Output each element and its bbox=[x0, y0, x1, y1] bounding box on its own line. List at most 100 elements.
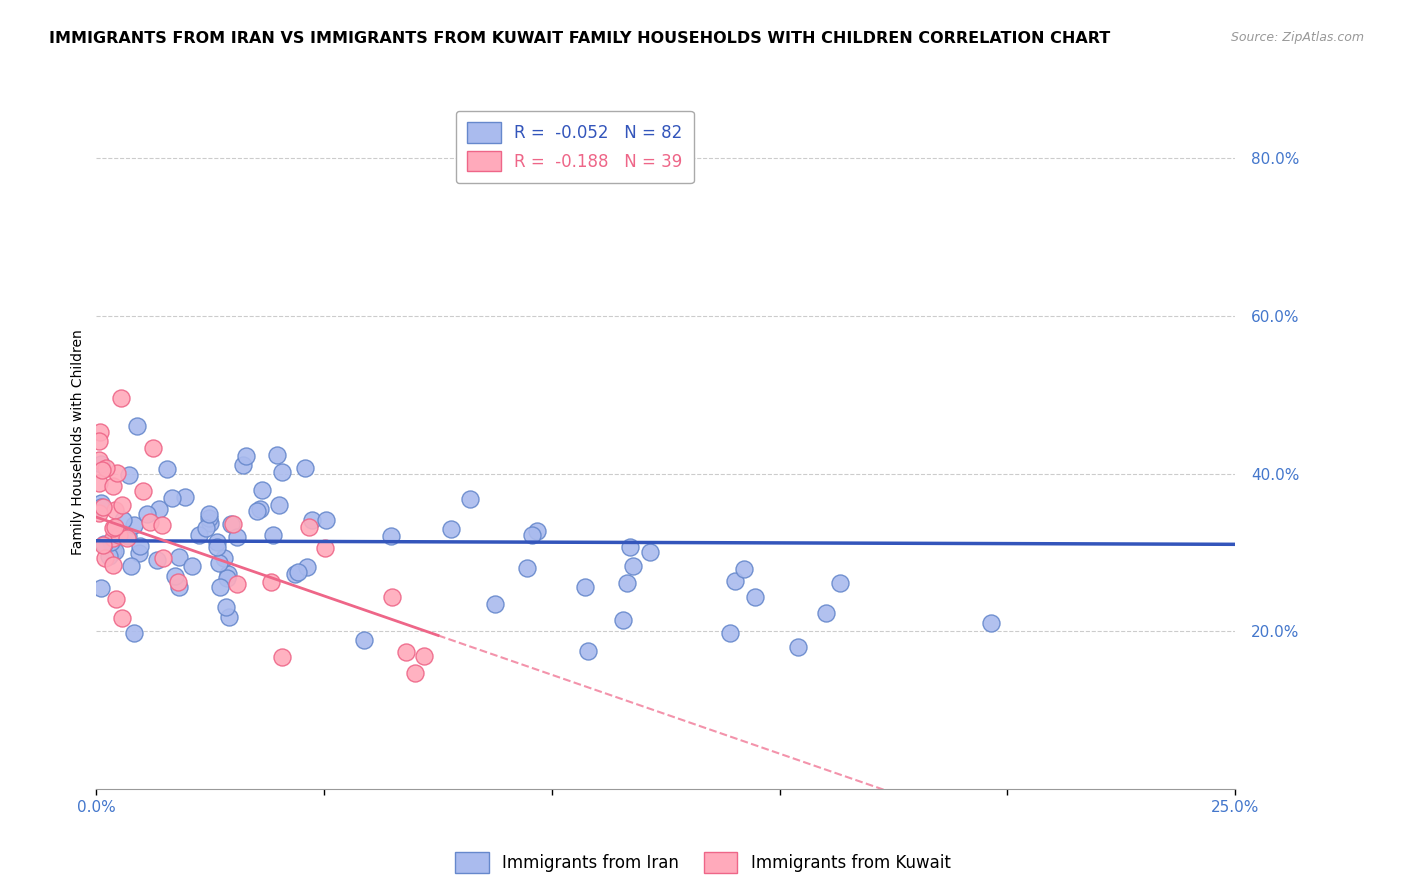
Point bbox=[815, 607, 838, 621]
Point bbox=[621, 558, 644, 573]
Point bbox=[87, 434, 110, 449]
Legend: R =  -0.052   N = 82, R =  -0.188   N = 39: R = -0.052 N = 82, R = -0.188 N = 39 bbox=[456, 111, 693, 183]
Point bbox=[163, 568, 186, 582]
Legend: Immigrants from Iran, Immigrants from Kuwait: Immigrants from Iran, Immigrants from Ku… bbox=[449, 846, 957, 880]
Point bbox=[218, 610, 240, 624]
Point bbox=[117, 531, 139, 545]
Point bbox=[222, 516, 245, 531]
Point bbox=[111, 498, 134, 512]
Point bbox=[314, 541, 336, 555]
Point bbox=[235, 449, 257, 463]
Point bbox=[135, 507, 157, 521]
Point bbox=[174, 490, 197, 504]
Point bbox=[205, 535, 228, 549]
Point bbox=[198, 516, 221, 530]
Point bbox=[120, 558, 142, 573]
Point bbox=[744, 590, 766, 604]
Point bbox=[786, 640, 808, 655]
Point bbox=[90, 463, 112, 477]
Point bbox=[101, 531, 124, 545]
Text: Source: ZipAtlas.com: Source: ZipAtlas.com bbox=[1230, 31, 1364, 45]
Point bbox=[267, 498, 290, 512]
Point bbox=[146, 552, 169, 566]
Point bbox=[118, 467, 141, 482]
Point bbox=[90, 581, 112, 595]
Point bbox=[724, 574, 747, 589]
Point bbox=[226, 530, 249, 544]
Point bbox=[980, 616, 1002, 631]
Point bbox=[181, 559, 204, 574]
Point bbox=[221, 517, 243, 532]
Point bbox=[315, 513, 337, 527]
Point bbox=[522, 528, 544, 542]
Point bbox=[458, 492, 481, 507]
Point bbox=[574, 580, 596, 594]
Point bbox=[616, 576, 638, 591]
Point bbox=[167, 575, 190, 590]
Point bbox=[87, 506, 110, 520]
Point bbox=[105, 466, 128, 480]
Point bbox=[232, 458, 254, 473]
Point bbox=[94, 551, 117, 566]
Point bbox=[225, 576, 247, 591]
Point bbox=[484, 597, 506, 611]
Point bbox=[104, 544, 127, 558]
Point bbox=[101, 558, 124, 573]
Point bbox=[526, 524, 548, 539]
Point bbox=[576, 644, 599, 658]
Point bbox=[214, 551, 236, 566]
Point bbox=[198, 507, 221, 521]
Point bbox=[156, 461, 179, 475]
Point bbox=[271, 465, 294, 479]
Point bbox=[217, 566, 239, 581]
Point bbox=[108, 528, 131, 542]
Text: IMMIGRANTS FROM IRAN VS IMMIGRANTS FROM KUWAIT FAMILY HOUSEHOLDS WITH CHILDREN C: IMMIGRANTS FROM IRAN VS IMMIGRANTS FROM … bbox=[49, 31, 1111, 46]
Point bbox=[638, 544, 661, 558]
Point bbox=[167, 580, 190, 594]
Y-axis label: Family Households with Children: Family Households with Children bbox=[72, 329, 86, 555]
Point bbox=[249, 502, 271, 516]
Point bbox=[260, 575, 283, 590]
Point bbox=[104, 591, 127, 606]
Point bbox=[100, 534, 122, 549]
Point bbox=[103, 479, 125, 493]
Point bbox=[110, 391, 132, 405]
Point bbox=[619, 541, 641, 555]
Point bbox=[298, 520, 321, 534]
Point bbox=[90, 496, 112, 510]
Point bbox=[217, 571, 239, 585]
Point bbox=[294, 461, 316, 475]
Point bbox=[142, 441, 165, 455]
Point bbox=[284, 567, 307, 582]
Point bbox=[380, 529, 402, 543]
Point bbox=[122, 625, 145, 640]
Point bbox=[516, 561, 538, 575]
Point bbox=[103, 544, 125, 558]
Point bbox=[301, 513, 323, 527]
Point bbox=[148, 501, 170, 516]
Point bbox=[152, 518, 174, 533]
Point bbox=[90, 500, 112, 514]
Point bbox=[250, 483, 273, 497]
Point bbox=[188, 528, 211, 542]
Point bbox=[271, 650, 294, 665]
Point bbox=[214, 599, 236, 614]
Point bbox=[152, 551, 174, 566]
Point bbox=[287, 565, 309, 579]
Point bbox=[128, 539, 150, 553]
Point bbox=[104, 520, 127, 534]
Point bbox=[124, 517, 146, 532]
Point bbox=[87, 475, 110, 490]
Point bbox=[89, 453, 111, 467]
Point bbox=[117, 529, 139, 543]
Point bbox=[96, 461, 118, 475]
Point bbox=[207, 540, 229, 554]
Point bbox=[128, 545, 150, 559]
Point bbox=[89, 425, 111, 439]
Point bbox=[104, 502, 127, 516]
Point bbox=[90, 457, 112, 471]
Point bbox=[93, 537, 115, 551]
Point bbox=[295, 560, 318, 574]
Point bbox=[208, 580, 231, 594]
Point bbox=[111, 513, 134, 527]
